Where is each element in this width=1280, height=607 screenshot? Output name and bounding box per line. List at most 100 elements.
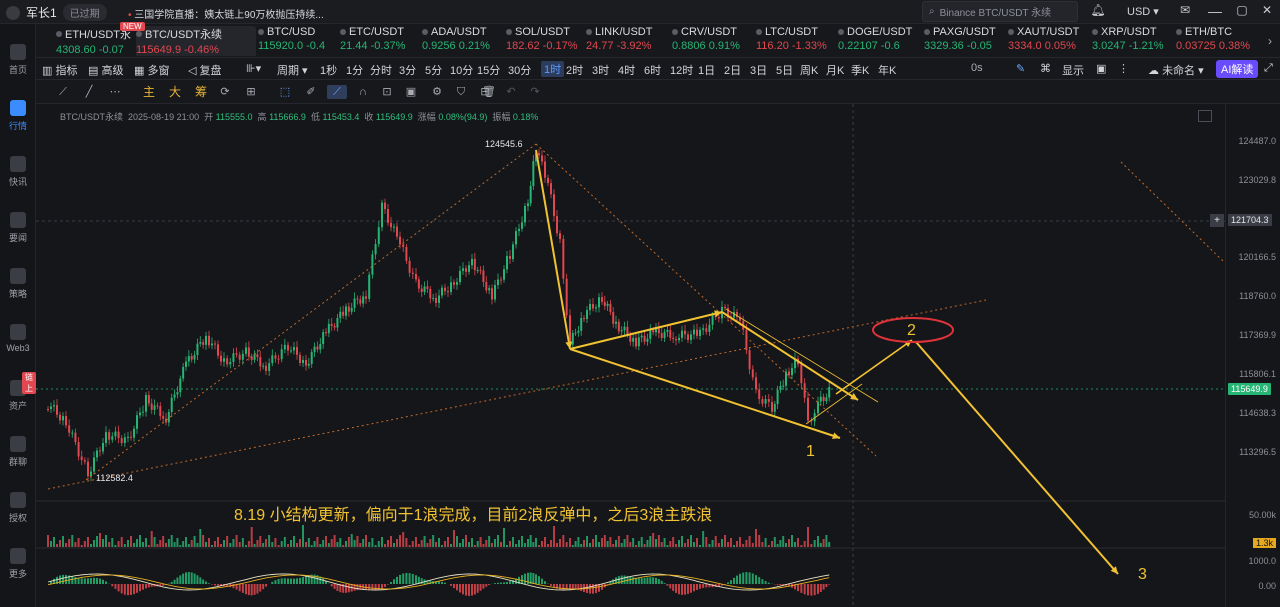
sidebar-item-3[interactable]: 要闻 (0, 212, 36, 244)
period-option[interactable]: 12时 (670, 65, 694, 77)
period-option[interactable]: 10分 (450, 65, 474, 77)
ticker-item[interactable]: ETH/BTC 0.03725 0.38% (1176, 26, 1276, 56)
search-input[interactable]: ⌕ Binance BTC/USDT 永续 (922, 1, 1078, 22)
price-axis[interactable]: 124487.0 123029.8 120166.5 118760.0 117369.9… (1225, 104, 1280, 607)
line-tool-icon[interactable]: ╱ (85, 86, 93, 98)
layout-icon[interactable]: ▣ (1096, 63, 1107, 75)
undo-icon[interactable]: ↶ (506, 86, 516, 98)
period-option[interactable]: 周K (800, 65, 819, 77)
grid-tool-icon[interactable]: ⊞ (246, 86, 256, 98)
select-tool-icon[interactable]: ⬚ (279, 86, 291, 98)
period-option[interactable]: 月K (826, 65, 845, 77)
period-option[interactable]: 3分 (399, 65, 417, 77)
ruler-icon[interactable]: ⟋ (59, 86, 67, 98)
volume-bar (612, 544, 615, 547)
sidebar-item-8[interactable]: 授权 (0, 492, 36, 524)
user-profile[interactable]: 军长1 已过期 (6, 4, 107, 21)
main-force-button[interactable]: 主 (142, 85, 155, 99)
sidebar-item-4[interactable]: 策略 (0, 268, 36, 300)
advanced-button[interactable]: ▤ 高级 (88, 65, 124, 77)
magnet-icon[interactable]: ∩ (359, 86, 367, 98)
period-option[interactable]: 分时 (370, 65, 392, 77)
period-option[interactable]: 2日 (724, 65, 742, 77)
brush-icon[interactable]: ✐ (306, 86, 316, 98)
period-dropdown[interactable]: 周期 ▾ (277, 65, 308, 77)
news-ticker[interactable]: • 三国学院直播：姨太链上90万枚抛压持续... (128, 6, 324, 21)
refresh-icon[interactable]: ⟳ (220, 86, 230, 98)
sidebar-item-9[interactable]: 更多 (0, 548, 36, 580)
sidebar-item-1[interactable]: 行情 (0, 100, 36, 132)
trend-line-tool-icon[interactable]: ⟋ (327, 85, 347, 99)
period-option[interactable]: 30分 (508, 65, 532, 77)
multiwin-button[interactable]: ▦ 多窗 (134, 65, 170, 77)
mail-icon[interactable]: ✉ (1179, 3, 1191, 17)
period-option[interactable]: 5分 (425, 65, 443, 77)
settings-icon[interactable]: ⚙ (432, 86, 442, 98)
indicator-button[interactable]: ▥ 指标 (42, 65, 78, 77)
ticker-item[interactable]: LTC/USDT 116.20 -1.33% (756, 26, 836, 56)
period-option[interactable]: 3时 (592, 65, 610, 77)
minimize-icon[interactable]: — (1208, 3, 1222, 19)
candle-body (687, 334, 689, 340)
period-option[interactable]: 1日 (698, 65, 716, 77)
ticker-item[interactable]: BTC/USDT永续 115649.9 -0.46% (136, 26, 256, 56)
period-option[interactable]: 1秒 (320, 65, 338, 77)
sidebar-item-2[interactable]: 快讯 (0, 156, 36, 188)
candlestick-svg[interactable] (36, 104, 1225, 607)
expand-icon[interactable]: ⤢ (1264, 62, 1273, 74)
ticker-item[interactable]: ETH/USDT永 4308.60 -0.07 (56, 26, 134, 56)
template-icon[interactable]: ⊟ (480, 86, 490, 98)
sidebar-item-5[interactable]: Web3 (0, 324, 36, 353)
maximize-icon[interactable]: ▢ (1236, 3, 1248, 17)
ticker-scroll-right-icon[interactable]: › (1268, 34, 1272, 48)
volume-bar (672, 537, 675, 547)
ai-button[interactable]: AI解读 (1216, 60, 1259, 78)
candle-body (99, 450, 101, 452)
currency-select[interactable]: USD ▾ (1127, 6, 1159, 18)
sidebar-item-6[interactable]: 资产 链上 (0, 372, 36, 412)
big-order-button[interactable]: 大 (168, 85, 181, 99)
ticker-item[interactable]: SOL/USDT 182.62 -0.17% (506, 26, 584, 56)
period-option[interactable]: 2时 (566, 65, 584, 77)
period-option[interactable]: 6时 (644, 65, 662, 77)
period-option[interactable]: 3日 (750, 65, 768, 77)
pane-toggle-icon[interactable] (1198, 110, 1212, 122)
sidebar-item-0[interactable]: 首页 (0, 44, 36, 76)
period-option[interactable]: 15分 (477, 65, 501, 77)
replay-button[interactable]: ◁ 复盘 (188, 65, 222, 77)
more-icon[interactable]: ⋮ (1118, 63, 1129, 75)
more-tools-icon[interactable]: ⋯ (109, 86, 121, 98)
camera-icon[interactable]: ⌘ (1040, 63, 1051, 75)
period-option[interactable]: 1分 (346, 65, 364, 77)
filter-icon[interactable]: ⛉ (456, 86, 466, 98)
close-icon[interactable]: ✕ (1261, 3, 1273, 17)
display-button[interactable]: 显示 (1062, 65, 1084, 77)
price-chart[interactable] (36, 104, 1280, 607)
ticker-item[interactable]: ETC/USDT 21.44 -0.37% (340, 26, 420, 56)
sidebar-item-7[interactable]: 群聊 (0, 436, 36, 468)
volume-bar (678, 540, 680, 547)
ticker-item[interactable]: XRP/USDT 3.0247 -1.21% (1092, 26, 1174, 56)
ticker-item[interactable]: DOGE/USDT 0.22107 -0.6 (838, 26, 922, 56)
pen-icon[interactable]: ✎ (1016, 63, 1026, 75)
period-option[interactable]: 4时 (618, 65, 636, 77)
redo-icon[interactable]: ↷ (530, 86, 540, 98)
ticker-item[interactable]: BTC/USD 115920.0 -0.4 (258, 26, 338, 56)
period-option[interactable]: 年K (878, 65, 897, 77)
lock-icon[interactable]: ⊡ (382, 86, 392, 98)
chips-button[interactable]: 筹 (194, 85, 207, 99)
ticker-item[interactable]: LINK/USDT 24.77 -3.92% (586, 26, 670, 56)
ticker-item[interactable]: PAXG/USDT 3329.36 -0.05 (924, 26, 1006, 56)
chart-type-icon[interactable]: ⊪▾ (246, 63, 262, 75)
period-option[interactable]: 1时 (541, 61, 565, 77)
cloud-save[interactable]: ☁ 未命名 ▾ (1148, 65, 1204, 77)
ticker-item[interactable]: ADA/USDT 0.9256 0.21% (422, 26, 504, 56)
period-option[interactable]: 5日 (776, 65, 794, 77)
trash-icon[interactable]: 🗑︎ (482, 86, 496, 98)
visibility-icon[interactable]: ▣ (405, 86, 417, 98)
add-alert-icon[interactable]: + (1210, 214, 1224, 227)
period-option[interactable]: 季K (851, 65, 870, 77)
ticker-item[interactable]: XAUT/USDT 3334.0 0.05% (1008, 26, 1090, 56)
bell-icon[interactable]: 🔔︎ (1090, 3, 1106, 17)
ticker-item[interactable]: CRV/USDT 0.8806 0.91% (672, 26, 754, 56)
